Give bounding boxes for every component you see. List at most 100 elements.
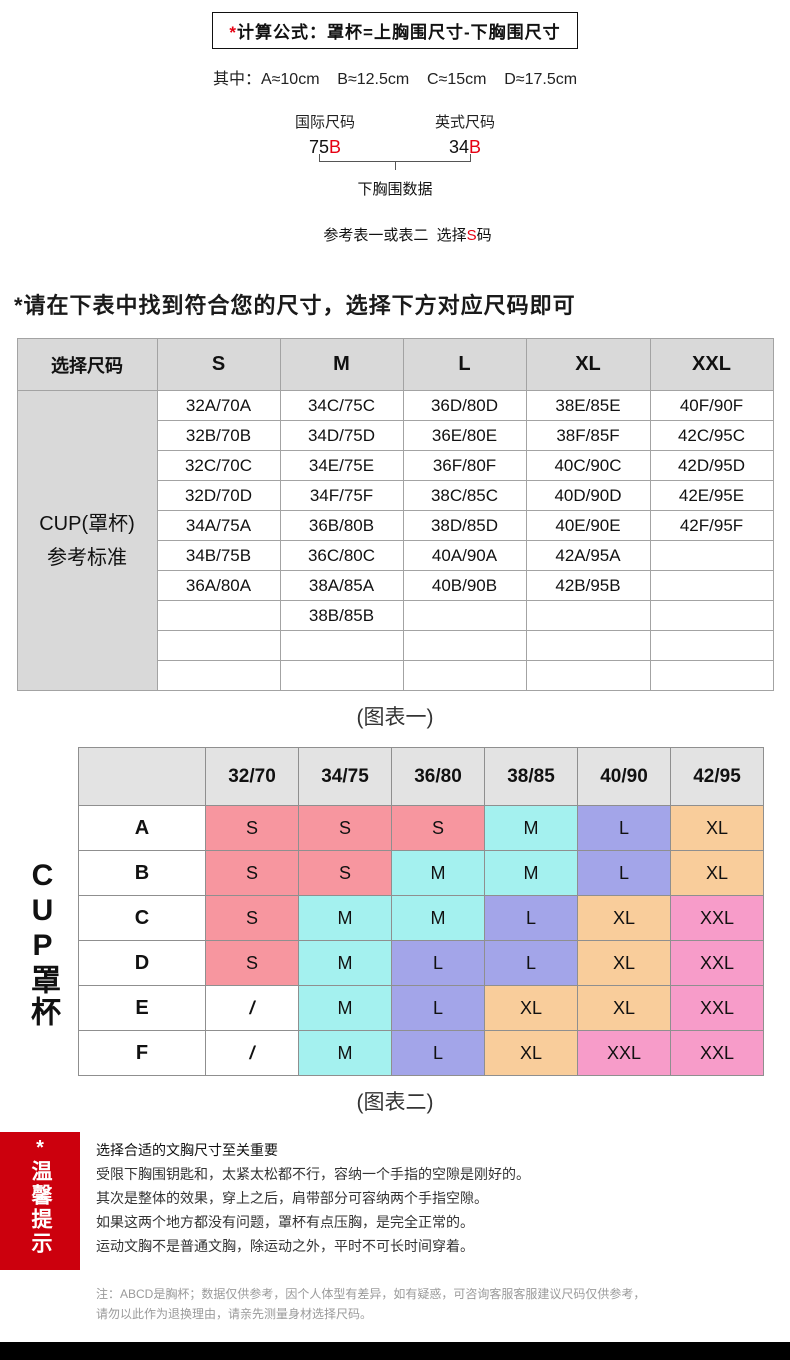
t2-cell: XL — [670, 850, 764, 896]
t1-cell: 34F/75F — [279, 480, 404, 511]
uk-size-number: 34 — [448, 137, 469, 157]
t1-cell: 40B/90B — [402, 570, 527, 601]
cup-increments-line: 其中：A≈10cm B≈12.5cm C≈15cm D≈17.5cm — [212, 71, 578, 88]
t1-cell: 38C/85C — [402, 480, 527, 511]
uk-size-column: 英式尺码 34B — [417, 111, 513, 158]
intl-size-cup: B — [329, 137, 342, 157]
reference-line: 参考表一或表二 选择S码 — [0, 207, 790, 262]
t2-cell: XL — [577, 985, 671, 1031]
intl-size-number: 75 — [308, 137, 329, 157]
t2-cell: M — [484, 805, 578, 851]
t1-cell: 32B/70B — [156, 420, 281, 451]
t1-cell — [649, 540, 774, 571]
t2-cell: XL — [577, 895, 671, 941]
t1-cell: 40D/90D — [525, 480, 651, 511]
table-row: 32B/70B 34D/75D 36E/80E 38F/85F 42C/95C — [17, 420, 774, 451]
table-row — [17, 660, 774, 691]
t1-cell: 38E/85E — [525, 390, 651, 421]
banner-title: 温馨提示 — [29, 1160, 52, 1256]
intl-size-label: 国际尺码 — [294, 114, 355, 131]
t2-cell: L — [391, 985, 485, 1031]
t2-cell: XL — [577, 940, 671, 986]
t1-cell: 36C/80C — [279, 540, 404, 571]
warm-tips-banner: * 温馨提示 — [0, 1132, 80, 1270]
t1-row-label-cell: CUP(罩杯) 参考标准 — [16, 390, 158, 691]
diagram-columns: 国际尺码 75B 英式尺码 34B — [0, 111, 790, 158]
t2-cell: L — [577, 850, 671, 896]
table-row: C S M M L XL XXL — [78, 895, 764, 941]
t2-cell: XXL — [670, 895, 764, 941]
t1-cell: 42C/95C — [649, 420, 774, 451]
t1-cell: 40A/90A — [402, 540, 527, 571]
bracket-mid-tick — [395, 162, 396, 170]
t1-cell — [649, 660, 774, 691]
t2-cell: S — [205, 895, 299, 941]
table-row: 34A/75A 36B/80B 38D/85D 40E/90E 42F/95F — [17, 510, 774, 541]
table-row — [17, 630, 774, 661]
t2-cell: M — [298, 895, 392, 941]
footnote: 注：ABCD是胸杯；数据仅供参考，因个人体型有差异，如有疑惑，可咨询客服客服建议… — [96, 1284, 790, 1324]
tip-line: 如果这两个地方都没有问题，罩杯有点压胸，是完全正常的。 — [96, 1214, 474, 1230]
t1-cell — [156, 630, 281, 661]
t1-cell — [525, 630, 651, 661]
instruction-heading: *请在下表中找到符合您的尺寸，选择下方对应尺码即可 — [14, 293, 576, 318]
t1-cell: 34A/75A — [156, 510, 281, 541]
formula-box: *计算公式：罩杯=上胸围尺寸-下胸围尺寸 — [212, 12, 578, 49]
t1-cell — [156, 600, 281, 631]
t1-cell: 36E/80E — [402, 420, 527, 451]
t1-row-label-line1: CUP(罩杯) — [39, 512, 135, 535]
formula-text: 计算公式：罩杯=上胸围尺寸-下胸围尺寸 — [237, 23, 561, 42]
t2-cell: XL — [484, 985, 578, 1031]
tip-line: 受限下胸围钥匙和，太紧太松都不行，容纳一个手指的空隙是刚好的。 — [96, 1166, 530, 1182]
footnote-line: 请勿以此作为退换理由，请亲先测量身材选择尺码。 — [96, 1307, 373, 1321]
t2-cell: M — [298, 985, 392, 1031]
t1-corner-header: 选择尺码 — [16, 338, 158, 391]
footnote-line: 注：ABCD是胸杯；数据仅供参考，因个人体型有差异，如有疑惑，可咨询客服客服建议… — [96, 1287, 646, 1301]
t2-cell: S — [391, 805, 485, 851]
t2-col-header: 34/75 — [298, 747, 392, 806]
t1-header-row: 选择尺码 S M L XL XXL — [16, 338, 774, 391]
t2-cell: S — [205, 850, 299, 896]
t1-cell: 40C/90C — [525, 450, 651, 481]
table-row: 38B/85B — [17, 600, 774, 631]
t2-row-label: F — [78, 1030, 206, 1076]
t1-cell: 38F/85F — [525, 420, 651, 451]
t2-cell: M — [391, 850, 485, 896]
table-row: F / M L XL XXL XXL — [78, 1030, 764, 1076]
t1-cell — [525, 600, 651, 631]
t2-cell: M — [484, 850, 578, 896]
t2-cell: / — [205, 1030, 299, 1076]
tip-line: 其次是整体的效果，穿上之后，肩带部分可容纳两个手指空隙。 — [96, 1190, 488, 1206]
t1-cell: 34C/75C — [279, 390, 404, 421]
t1-cell: 34B/75B — [156, 540, 281, 571]
t2-cell: / — [205, 985, 299, 1031]
t2-row-label: B — [78, 850, 206, 896]
t1-cell: 32D/70D — [156, 480, 281, 511]
t1-col-header-s: S — [156, 338, 281, 391]
t2-cell: L — [577, 805, 671, 851]
t2-row-label: A — [78, 805, 206, 851]
t2-cell: M — [391, 895, 485, 941]
t1-cell: 32C/70C — [156, 450, 281, 481]
reference-size-letter: S — [466, 227, 477, 244]
t1-cell: 34E/75E — [279, 450, 404, 481]
table1-caption: (图表一) — [356, 706, 434, 729]
t1-cell: 38B/85B — [279, 600, 404, 631]
t1-cell — [402, 630, 527, 661]
t1-col-header-l: L — [402, 338, 527, 391]
t1-cell — [279, 660, 404, 691]
table-row: E / M L XL XL XXL — [78, 985, 764, 1031]
underband-data-label: 下胸围数据 — [357, 181, 433, 198]
table-row: CUP(罩杯) 参考标准 32A/70A 34C/75C 36D/80D 38E… — [16, 390, 774, 691]
t1-cell: 34D/75D — [279, 420, 404, 451]
t1-cell — [649, 630, 774, 661]
t1-cell: 42B/95B — [525, 570, 651, 601]
t2-cell: M — [298, 940, 392, 986]
size-conversion-diagram: 国际尺码 75B 英式尺码 34B 下胸围数据 参考表一或表二 选择S码 — [0, 111, 790, 262]
bottom-black-bar — [0, 1342, 790, 1360]
t2-cell: XL — [670, 805, 764, 851]
t2-cell: L — [391, 1030, 485, 1076]
t2-cell: XXL — [670, 985, 764, 1031]
uk-size-cup: B — [469, 137, 482, 157]
t1-cell: 42F/95F — [649, 510, 774, 541]
